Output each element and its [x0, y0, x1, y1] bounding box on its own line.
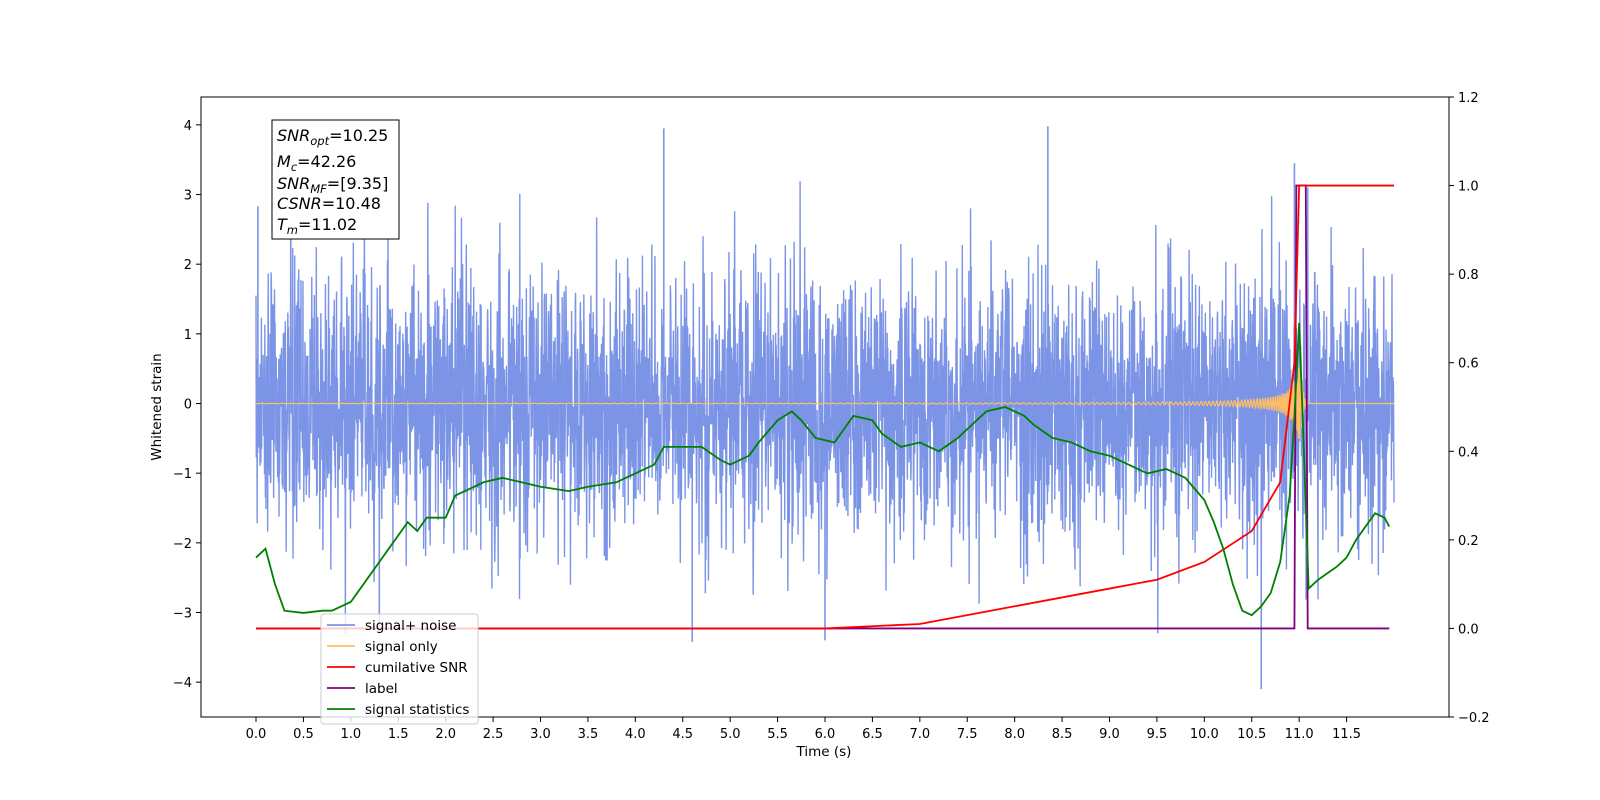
info-snr-mf: SNRMF=[9.35]	[277, 174, 388, 196]
y-tick-label: 2	[184, 258, 192, 273]
y2-tick-label: 0.8	[1458, 268, 1479, 283]
x-tick-label: 9.5	[1147, 727, 1168, 742]
series-cumulative-snr	[256, 184, 1394, 630]
info-snr-opt: SNRopt=10.25	[277, 126, 388, 148]
info-box: SNRopt=10.25 Mc=42.26 SNRMF=[9.35] CSNR=…	[271, 119, 400, 240]
x-tick-label: 4.0	[625, 727, 646, 742]
x-tick-label: 5.5	[767, 727, 788, 742]
x-tick-label: 3.0	[530, 727, 551, 742]
x-tick-label: 5.0	[720, 727, 741, 742]
x-tick-label: 9.0	[1099, 727, 1120, 742]
series-signal-statistics	[255, 322, 1391, 617]
x-tick-label: 1.5	[388, 727, 409, 742]
y-tick-label: 1	[184, 328, 192, 343]
legend-frame	[320, 613, 479, 725]
y-tick-label: −2	[173, 537, 192, 552]
y-tick-label: 3	[184, 189, 192, 204]
y-tick-label: 0	[184, 398, 192, 413]
x-tick-label: 7.0	[909, 727, 930, 742]
x-tick-label: 6.0	[815, 727, 836, 742]
y2-tick-label: 0.0	[1458, 622, 1479, 637]
y2-tick-label: 1.2	[1458, 91, 1479, 106]
x-tick-label: 10.0	[1190, 727, 1219, 742]
legend-label-label: label	[365, 681, 398, 697]
y-axis-label: Whitened strain	[149, 353, 165, 460]
x-tick-label: 1.0	[340, 727, 361, 742]
x-tick-label: 2.0	[435, 727, 456, 742]
info-csnr: CSNR=10.48	[277, 194, 381, 213]
y2-tick-label: 0.6	[1458, 357, 1479, 372]
legend: signal+ noise signal only cumilative SNR…	[320, 613, 479, 725]
y-tick-label: 4	[184, 119, 192, 134]
x-tick-label: 0.0	[246, 727, 267, 742]
x-tick-label: 11.0	[1285, 727, 1314, 742]
x-tick-label: 3.5	[578, 727, 599, 742]
plot-area	[255, 126, 1395, 690]
x-tick-label: 7.5	[957, 727, 978, 742]
legend-label-signal-only: signal only	[365, 639, 438, 655]
y2-tick-label: 1.0	[1458, 180, 1479, 195]
legend-label-signal-statistics: signal statistics	[365, 702, 469, 718]
x-tick-label: 0.5	[293, 727, 314, 742]
x-axis-label: Time (s)	[796, 744, 852, 760]
series-signal-only	[256, 350, 1394, 439]
y2-tick-label: 0.2	[1458, 534, 1479, 549]
y-axis-right: −0.2 0.0 0.2 0.4 0.6 0.8 1.0 1.2	[1449, 91, 1490, 726]
x-tick-label: 10.5	[1237, 727, 1266, 742]
y2-tick-label: 0.4	[1458, 445, 1479, 460]
x-tick-label: 8.0	[1004, 727, 1025, 742]
x-tick-label: 8.5	[1052, 727, 1073, 742]
series-signal-noise	[255, 173, 1395, 634]
y2-tick-label: −0.2	[1458, 711, 1490, 726]
y-tick-label: −4	[173, 676, 192, 691]
x-tick-label: 2.5	[483, 727, 504, 742]
legend-label-cumulative-snr: cumilative SNR	[365, 660, 468, 676]
info-tm: Tm=11.02	[277, 215, 357, 237]
y-axis-left: −4 −3 −2 −1 0 1 2 3 4	[173, 119, 201, 691]
info-mc: Mc=42.26	[277, 152, 356, 174]
x-tick-label: 4.5	[672, 727, 693, 742]
legend-label-signal-noise: signal+ noise	[365, 618, 456, 634]
x-tick-label: 6.5	[862, 727, 883, 742]
y-tick-label: −3	[173, 607, 192, 622]
x-tick-label: 11.5	[1332, 727, 1361, 742]
info-box-frame	[271, 119, 400, 240]
x-axis: 0.0 0.5 1.0 1.5 2.0 2.5 3.0 3.5 4.0 4.5 5.0 5.5 6.0 6…	[246, 717, 1361, 742]
y-tick-label: −1	[173, 467, 192, 482]
